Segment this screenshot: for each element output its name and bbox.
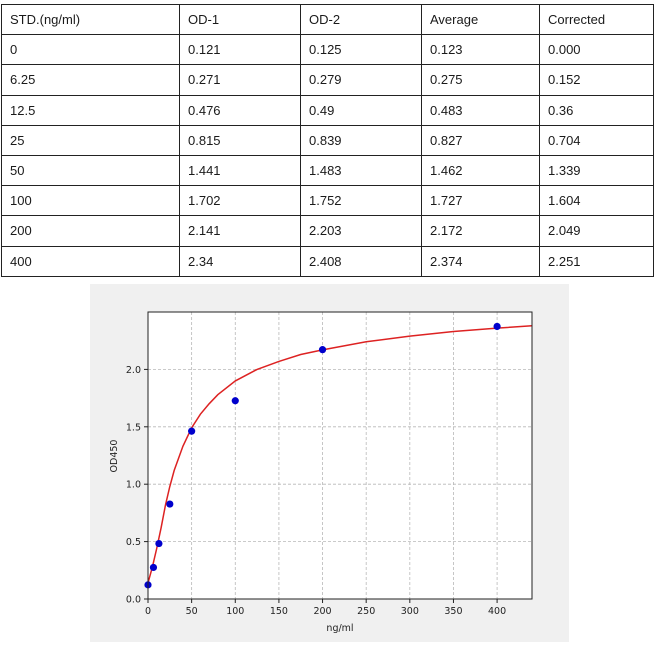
cell-std: 100	[1, 185, 180, 217]
cell-average: 0.123	[421, 34, 540, 66]
table-row: 25 0.815 0.839 0.827 0.704	[1, 124, 654, 156]
cell-std: 0	[1, 34, 180, 66]
cell-od1: 0.121	[179, 34, 301, 66]
data-point	[166, 500, 174, 508]
x-tick-label: 300	[401, 606, 419, 617]
y-tick-label: 1.5	[126, 422, 141, 433]
cell-od1: 1.702	[179, 185, 301, 217]
y-tick-label: 0.5	[126, 537, 141, 548]
data-point	[188, 427, 196, 435]
cell-average: 0.827	[421, 124, 540, 156]
table-row: 12.5 0.476 0.49 0.483 0.36	[1, 94, 654, 126]
data-point	[493, 322, 501, 331]
cell-od2: 0.279	[300, 64, 422, 96]
cell-od1: 0.271	[179, 64, 301, 96]
x-tick-label: 200	[313, 606, 331, 617]
cell-std: 200	[1, 215, 180, 247]
cell-od2: 1.483	[300, 154, 422, 187]
cell-od2: 2.203	[300, 215, 422, 247]
cell-average: 0.275	[421, 64, 540, 96]
cell-od1: 0.476	[179, 94, 301, 126]
fit-curve-line	[147, 325, 533, 584]
cell-od2: 0.125	[300, 34, 422, 66]
header-std: STD.(ng/ml)	[1, 3, 180, 36]
x-tick-label: 50	[186, 606, 198, 617]
axis-ticks: 0 50 100 150 200 250 300 350 400 0.0 0.5 1.0 1.5 2.0	[126, 365, 506, 617]
table-row: 400 2.34 2.408 2.374 2.251	[1, 245, 654, 277]
y-tick-label: 2.0	[126, 365, 141, 376]
cell-corrected: 0.36	[539, 94, 654, 126]
table-header-row: STD.(ng/ml) OD-1 OD-2 Average Corrected	[1, 3, 654, 36]
cell-corrected: 1.604	[539, 185, 654, 217]
header-od1: OD-1	[179, 3, 301, 36]
table-row: 0 0.121 0.125 0.123 0.000	[1, 34, 654, 66]
header-corrected: Corrected	[539, 3, 654, 36]
cell-average: 1.727	[421, 185, 540, 217]
y-axis-label: OD450	[109, 440, 120, 473]
plot-frame	[147, 311, 533, 600]
cell-od2: 0.839	[300, 124, 422, 156]
cell-od1: 1.441	[179, 154, 301, 187]
cell-od1: 2.141	[179, 215, 301, 247]
cell-std: 12.5	[1, 94, 180, 126]
data-point	[318, 346, 327, 354]
chart-panel: 0 50 100 150 200 250 300 350 400 0.0 0.5 1.0 1.5 2.0 …	[90, 284, 569, 642]
x-tick-label: 100	[226, 606, 244, 617]
table-row: 6.25 0.271 0.279 0.275 0.152	[1, 64, 654, 96]
cell-std: 50	[1, 154, 180, 187]
header-average: Average	[421, 3, 540, 36]
cell-od1: 2.34	[179, 245, 301, 277]
cell-od2: 0.49	[300, 94, 422, 126]
cell-od1: 0.815	[179, 124, 301, 156]
standards-table: STD.(ng/ml) OD-1 OD-2 Average Corrected …	[1, 3, 654, 277]
cell-average: 2.374	[421, 245, 540, 277]
cell-corrected: 2.049	[539, 215, 654, 247]
cell-corrected: 2.251	[539, 245, 654, 277]
cell-corrected: 0.704	[539, 124, 654, 156]
header-od2: OD-2	[300, 3, 422, 36]
y-tick-label: 1.0	[126, 480, 141, 491]
cell-corrected: 1.339	[539, 154, 654, 187]
x-axis-label: ng/ml	[326, 623, 353, 634]
cell-average: 1.462	[421, 154, 540, 187]
table-row: 200 2.141 2.203 2.172 2.049	[1, 215, 654, 247]
table-row: 100 1.702 1.752 1.727 1.604	[1, 185, 654, 217]
cell-average: 0.483	[421, 94, 540, 126]
x-tick-label: 0	[145, 606, 151, 617]
x-tick-label: 150	[270, 606, 288, 617]
x-tick-label: 400	[488, 606, 506, 617]
cell-std: 400	[1, 245, 180, 277]
cell-od2: 2.408	[300, 245, 422, 277]
standard-curve-chart: 0 50 100 150 200 250 300 350 4000.00.51.01.52.0 …	[109, 311, 533, 634]
data-point	[149, 563, 158, 572]
table-row: 50 1.441 1.483 1.462 1.339	[1, 154, 654, 187]
cell-corrected: 0.152	[539, 64, 654, 96]
cell-std: 6.25	[1, 64, 180, 96]
y-tick-label: 0.0	[126, 595, 141, 606]
x-tick-label: 250	[357, 606, 375, 617]
cell-corrected: 0.000	[539, 34, 654, 66]
cell-std: 25	[1, 124, 180, 156]
plot-area	[148, 312, 532, 599]
cell-average: 2.172	[421, 215, 540, 247]
x-tick-label: 350	[444, 606, 462, 617]
data-point	[155, 539, 163, 548]
cell-od2: 1.752	[300, 185, 422, 217]
data-point	[231, 397, 239, 405]
